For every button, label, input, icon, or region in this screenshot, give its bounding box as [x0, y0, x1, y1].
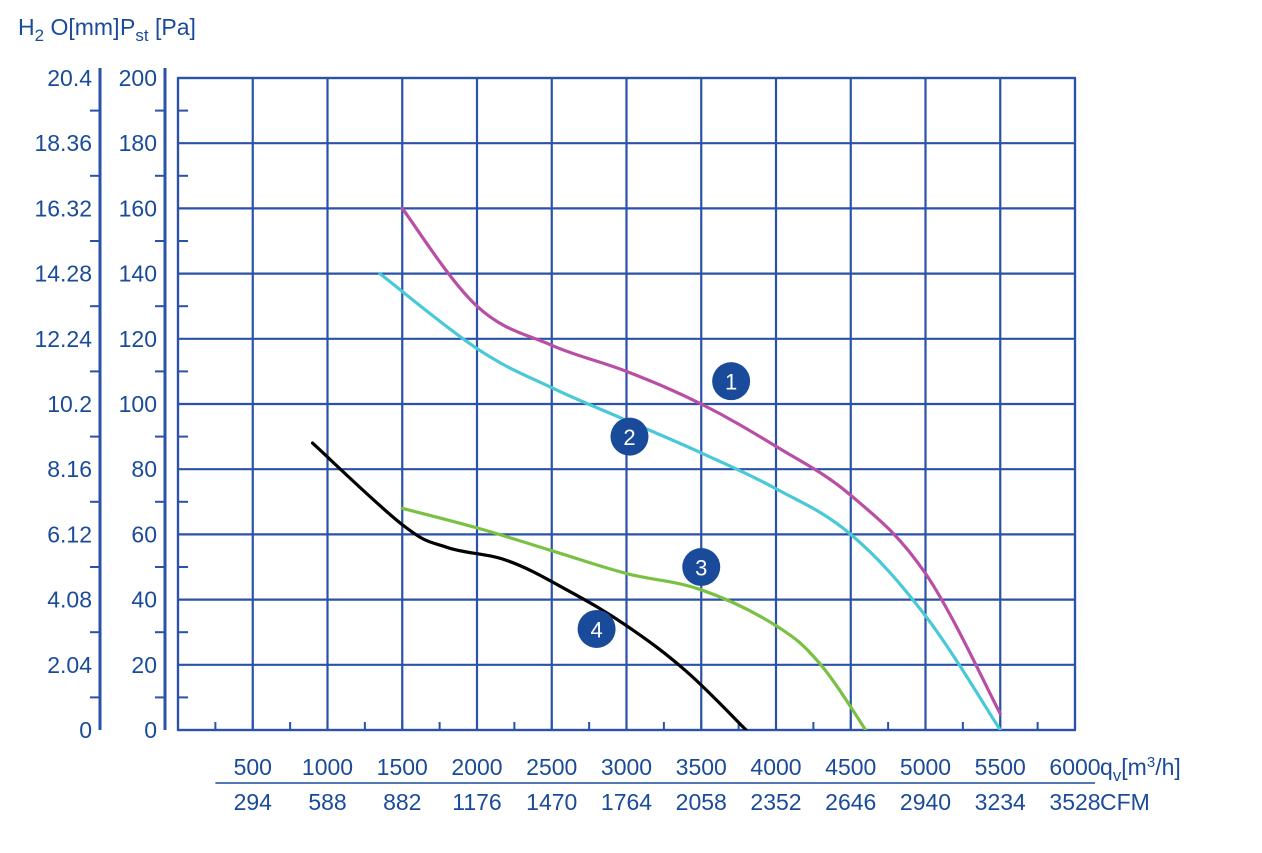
- y-tick-pa: 120: [119, 326, 157, 352]
- y-tick-pa: 200: [119, 65, 157, 91]
- x-tick-cfm: 1470: [526, 789, 577, 815]
- x-tick-cfm: 588: [308, 789, 346, 815]
- y-tick-h2o: 16.32: [34, 195, 92, 221]
- curve-badge-3: 3: [682, 548, 720, 586]
- x-tick-m3h: 500: [234, 754, 272, 780]
- x-tick-m3h: 5500: [975, 754, 1026, 780]
- x-tick-m3h: 3000: [601, 754, 652, 780]
- x-tick-m3h: 4500: [825, 754, 876, 780]
- curve-4: [313, 443, 747, 730]
- curve-2: [380, 274, 1000, 730]
- x-tick-m3h: 1000: [302, 754, 353, 780]
- y-tick-pa: 40: [131, 587, 157, 613]
- svg-text:2: 2: [623, 425, 635, 450]
- y-tick-h2o: 2.04: [47, 652, 92, 678]
- x-tick-m3h: 3500: [676, 754, 727, 780]
- y-tick-pa: 60: [131, 521, 157, 547]
- curve-badge-4: 4: [578, 610, 616, 648]
- x-tick-cfm: 294: [234, 789, 273, 815]
- y-axis-title-h2o: H2 O[mm]: [18, 14, 119, 45]
- y-tick-h2o: 4.08: [47, 587, 92, 613]
- y-tick-pa: 80: [131, 456, 157, 482]
- curve-badge-2: 2: [610, 418, 648, 456]
- y-axis-title-pst: Pst [Pa]: [120, 14, 196, 45]
- x-tick-cfm: 1176: [452, 789, 501, 815]
- svg-text:1: 1: [725, 370, 737, 395]
- y-tick-pa: 0: [144, 717, 157, 743]
- y-tick-pa: 20: [131, 652, 157, 678]
- y-tick-h2o: 20.4: [47, 65, 92, 91]
- y-tick-h2o: 6.12: [47, 521, 92, 547]
- chart-svg: 002.04204.08406.12608.168010.210012.2412…: [0, 0, 1262, 853]
- x-tick-m3h: 5000: [900, 754, 951, 780]
- x-tick-cfm: 2646: [825, 789, 876, 815]
- x-tick-m3h: 6000: [1049, 754, 1100, 780]
- curve-3: [402, 508, 865, 730]
- fan-curve-chart: 002.04204.08406.12608.168010.210012.2412…: [0, 0, 1262, 853]
- y-tick-pa: 100: [119, 391, 157, 417]
- x-tick-cfm: 2352: [750, 789, 801, 815]
- curve-badge-1: 1: [712, 362, 750, 400]
- x-tick-cfm: 882: [383, 789, 421, 815]
- x-tick-m3h: 2500: [526, 754, 577, 780]
- y-tick-h2o: 18.36: [34, 130, 92, 156]
- y-tick-h2o: 14.28: [34, 261, 92, 287]
- svg-text:3: 3: [695, 556, 707, 581]
- x-tick-cfm: 2058: [676, 789, 727, 815]
- y-tick-h2o: 10.2: [47, 391, 92, 417]
- x-axis-title-qv: qv[m3/h]: [1100, 754, 1181, 785]
- x-tick-cfm: 2940: [900, 789, 951, 815]
- x-tick-m3h: 1500: [377, 754, 428, 780]
- x-tick-m3h: 4000: [750, 754, 801, 780]
- x-tick-m3h: 2000: [451, 754, 502, 780]
- x-tick-cfm: 3528: [1049, 789, 1100, 815]
- grid: [178, 78, 1075, 730]
- y-tick-pa: 180: [119, 130, 157, 156]
- x-axis-title-cfm: CFM: [1100, 789, 1150, 815]
- x-tick-cfm: 3234: [975, 789, 1026, 815]
- x-tick-cfm: 1764: [601, 789, 652, 815]
- y-tick-pa: 140: [119, 261, 157, 287]
- svg-text:4: 4: [590, 617, 602, 642]
- y-tick-h2o: 12.24: [34, 326, 92, 352]
- y-tick-h2o: 8.16: [47, 456, 92, 482]
- y-tick-pa: 160: [119, 195, 157, 221]
- y-tick-h2o: 0: [79, 717, 92, 743]
